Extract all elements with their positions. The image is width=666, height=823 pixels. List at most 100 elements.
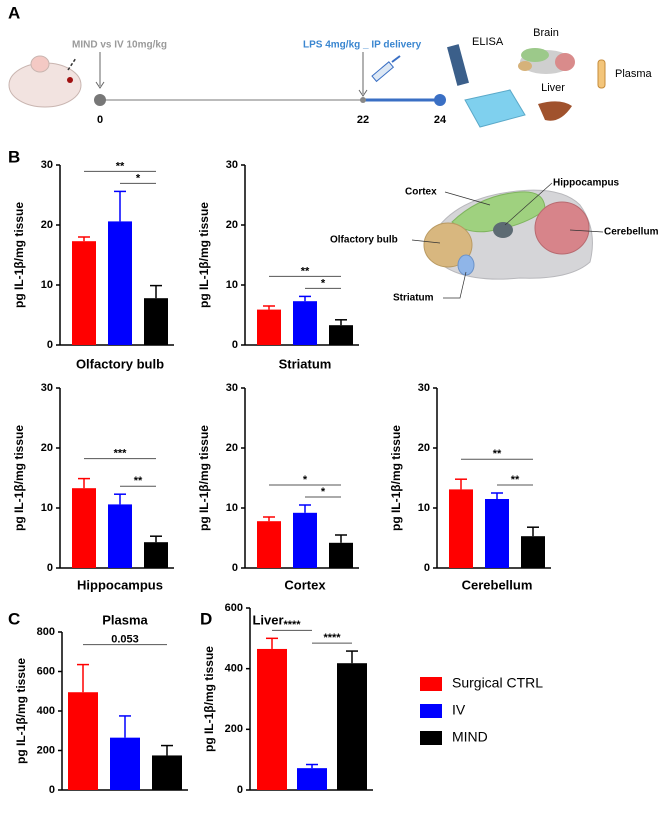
bar xyxy=(485,499,509,568)
plasma-icon xyxy=(597,59,606,89)
y-tick-label: 200 xyxy=(225,723,243,735)
bar xyxy=(449,489,473,568)
timepoint-dot xyxy=(360,97,366,103)
y-tick-label: 0 xyxy=(237,784,243,796)
y-tick-label: 0 xyxy=(47,562,53,574)
region-label: Cerebellum xyxy=(604,227,659,238)
liver-icon xyxy=(538,101,572,121)
y-tick-label: 0 xyxy=(232,562,238,574)
tissue-label: Liver xyxy=(541,82,565,94)
region-label: Striatum xyxy=(393,293,434,304)
bar xyxy=(108,221,132,345)
y-tick-label: 10 xyxy=(226,279,238,291)
arrow-head xyxy=(95,81,105,89)
y-tick-label: 0 xyxy=(49,784,55,796)
y-tick-label: 10 xyxy=(41,502,53,514)
chart-title: Cerebellum xyxy=(462,577,533,592)
bar xyxy=(110,737,140,790)
panel-label: C xyxy=(8,609,20,628)
y-tick-label: 400 xyxy=(37,705,55,717)
bar xyxy=(257,309,281,345)
y-tick-label: 10 xyxy=(418,502,430,514)
legend-swatch xyxy=(420,704,442,718)
leader-line xyxy=(443,271,467,299)
y-axis-label: pg IL-1β/mg tissue xyxy=(14,658,28,764)
bar xyxy=(257,521,281,568)
significance-label: 0.053 xyxy=(111,633,139,645)
syringe-icon xyxy=(371,55,401,83)
significance-label: **** xyxy=(283,619,301,631)
y-tick-label: 20 xyxy=(226,219,238,231)
region-label: Hippocampus xyxy=(553,178,620,189)
y-tick-label: 600 xyxy=(225,602,243,614)
region-label: Olfactory bulb xyxy=(330,235,398,246)
timepoint-label: 24 xyxy=(434,114,447,126)
bar xyxy=(337,663,367,790)
y-tick-label: 600 xyxy=(37,665,55,677)
y-tick-label: 20 xyxy=(41,219,53,231)
dose-label: MIND vs IV 10mg/kg xyxy=(72,40,167,51)
mouse-icon xyxy=(8,55,82,108)
legend-label: MIND xyxy=(452,729,488,745)
bar xyxy=(72,488,96,568)
bar xyxy=(72,241,96,345)
y-tick-label: 200 xyxy=(37,744,55,756)
bar xyxy=(329,325,353,345)
y-tick-label: 0 xyxy=(424,562,430,574)
timepoint-dot xyxy=(434,94,446,106)
y-tick-label: 0 xyxy=(47,339,53,351)
y-tick-label: 400 xyxy=(225,663,243,675)
y-tick-label: 0 xyxy=(232,339,238,351)
significance-label: ** xyxy=(301,265,310,277)
y-tick-label: 30 xyxy=(226,382,238,394)
bar xyxy=(257,648,287,790)
leader-line xyxy=(444,191,491,206)
y-tick-label: 10 xyxy=(226,502,238,514)
bar xyxy=(68,692,98,790)
timepoint-dot xyxy=(94,94,106,106)
bar xyxy=(293,301,317,345)
bar xyxy=(297,768,327,790)
y-tick-label: 30 xyxy=(41,159,53,171)
brain-diagram xyxy=(423,189,593,280)
y-axis-label: pg IL-1β/mg tissue xyxy=(202,646,216,752)
panel-label: A xyxy=(8,3,20,22)
leader-line xyxy=(569,229,604,233)
brain-icon xyxy=(518,48,575,74)
chart-title: Liver xyxy=(252,612,283,627)
y-tick-label: 30 xyxy=(226,159,238,171)
y-axis-label: pg IL-1β/mg tissue xyxy=(197,202,211,308)
significance-label: ** xyxy=(134,475,143,487)
significance-label: **** xyxy=(323,632,341,644)
y-tick-label: 30 xyxy=(41,382,53,394)
bar xyxy=(521,536,545,568)
significance-label: ** xyxy=(116,160,125,172)
tissue-label: Brain xyxy=(533,27,559,39)
bar xyxy=(144,298,168,345)
arrow-head xyxy=(358,89,368,97)
legend-swatch xyxy=(420,677,442,691)
y-tick-label: 30 xyxy=(418,382,430,394)
challenge-label: LPS 4mg/kg _ IP delivery xyxy=(303,40,422,51)
panel-label: D xyxy=(200,609,212,628)
leader-line xyxy=(411,239,441,244)
significance-label: ** xyxy=(511,474,520,486)
y-tick-label: 10 xyxy=(41,279,53,291)
significance-label: *** xyxy=(114,448,128,460)
y-tick-label: 20 xyxy=(226,442,238,454)
chart-title: Striatum xyxy=(279,356,332,371)
y-tick-label: 800 xyxy=(37,626,55,638)
chart-title: Olfactory bulb xyxy=(76,356,164,371)
significance-label: * xyxy=(303,474,308,486)
chart-title: Hippocampus xyxy=(77,577,163,592)
tissue-label: Plasma xyxy=(615,68,653,80)
elisa-icon xyxy=(447,44,526,128)
bar xyxy=(329,542,353,568)
significance-label: * xyxy=(136,172,141,184)
panel-label: B xyxy=(8,147,20,166)
legend-label: IV xyxy=(452,702,466,718)
significance-label: * xyxy=(321,486,326,498)
y-axis-label: pg IL-1β/mg tissue xyxy=(389,425,403,531)
bar xyxy=(108,504,132,568)
